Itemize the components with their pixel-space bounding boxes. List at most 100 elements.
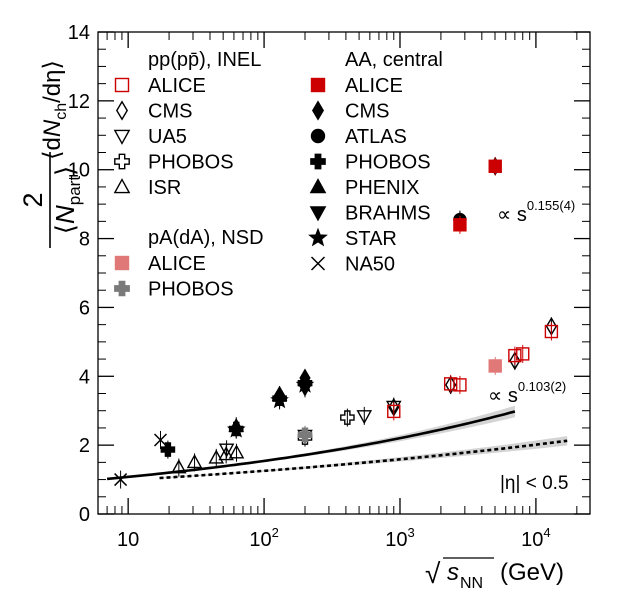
legend-header-aa: AA, central (345, 49, 443, 71)
x-tick-label: 102 (249, 525, 278, 551)
legend-entry-pp-phobos: PHOBOS (114, 152, 234, 174)
marker-x-stroke (310, 256, 326, 271)
x-tick-label: 104 (521, 525, 550, 551)
fit-curves (106, 410, 568, 481)
marker-triangle-down (218, 443, 235, 458)
data-point (160, 440, 176, 459)
marker-cross (114, 280, 130, 297)
marker-cross (160, 442, 176, 457)
data-point (226, 419, 246, 439)
fit-aa-annotation: ∝ s0.155(4) (497, 198, 575, 226)
x-title-unit: (GeV) (500, 559, 564, 586)
x-title-s: s (447, 559, 459, 586)
marker-triangle-down (309, 206, 327, 222)
marker-star (308, 227, 328, 247)
marker-triangle-up (218, 446, 234, 461)
data-point (516, 344, 530, 363)
legend-label: CMS (148, 101, 192, 123)
legend-entry-aa-phobos: PHOBOS (310, 152, 431, 174)
legend-label: BRAHMS (345, 203, 431, 225)
marker-triangle-down (113, 129, 131, 145)
data-point (453, 375, 467, 394)
marker-square (310, 77, 326, 93)
legend-label: PHOBOS (148, 279, 234, 301)
data-point (488, 356, 502, 375)
marker-square (387, 404, 401, 419)
marker-square (516, 347, 530, 361)
eta-annotation: |η| < 0.5 (500, 473, 569, 494)
legend-entry-pp-cms: CMS (115, 100, 192, 123)
data-point (544, 322, 559, 341)
legend-items: ALICE CMS UA5 PHOBOS ISR ALICE PHOBOS ALICE CMS A… (113, 75, 431, 301)
x-title-nn: NN (460, 575, 483, 592)
y-tick-label: 0 (79, 504, 90, 526)
data-point (171, 458, 187, 477)
data-point (508, 346, 522, 365)
marker-diamond (115, 100, 129, 121)
marker-triangle-up (309, 178, 327, 194)
legend-entry-pp-isr: ISR (113, 177, 181, 199)
marker-star (226, 419, 246, 438)
marker-square (488, 159, 502, 173)
x-title-sqrt: √ (425, 558, 441, 589)
marker-circle (310, 128, 326, 144)
fit-pp-annotation: ∝ s0.103(2) (488, 379, 566, 407)
data-point (114, 470, 128, 489)
legend-entry-aa-alice: ALICE (310, 75, 403, 97)
marker-square (114, 255, 130, 271)
data-point (340, 408, 355, 427)
legend-entry-aa-na50: NA50 (310, 254, 395, 276)
marker-square (114, 77, 130, 93)
y-axis-title: 2 ⟨Npart⟩ ⟨dNch/dη⟩ (18, 60, 84, 248)
marker-triangle-up (208, 449, 225, 464)
legend-entry-aa-phenix: PHENIX (309, 177, 419, 199)
data-point (228, 443, 245, 462)
marker-triangle-up (171, 459, 187, 474)
legend-label: PHENIX (345, 177, 419, 199)
marker-square (443, 377, 458, 391)
data-point (208, 448, 225, 467)
marker-diamond (311, 100, 325, 121)
legend-header-pA: pA(dA), NSD (148, 227, 264, 249)
x-tick-label: 10 (117, 529, 139, 551)
y-tick-label: 4 (79, 366, 90, 388)
data-point (488, 157, 502, 176)
marker-triangle-up (228, 444, 245, 459)
data-point (153, 430, 168, 449)
data-point (453, 215, 467, 234)
x-axis-title: √ s NN (GeV) (425, 557, 564, 592)
marker-square (453, 378, 467, 392)
legend-entry-pa-phobos: PHOBOS (114, 279, 234, 301)
legend-label: ISR (148, 177, 181, 199)
data-points (114, 156, 559, 489)
y-tick-label: 10 (68, 160, 90, 182)
data-point (356, 406, 373, 425)
marker-diamond (273, 385, 286, 405)
marker-x-stroke (114, 473, 128, 487)
legend-label: UA5 (148, 126, 187, 148)
marker-square (488, 359, 502, 373)
legend-label: STAR (345, 228, 397, 250)
legend-entry-aa-cms: CMS (311, 100, 389, 123)
fit-curve-pp (159, 439, 568, 480)
legend-label: NA50 (345, 254, 395, 276)
data-point (218, 440, 235, 459)
legend-entry-aa-brahms: BRAHMS (309, 203, 431, 225)
legend-label: ALICE (345, 75, 403, 97)
y-title-two: 2 (18, 192, 48, 207)
y-tick-label: 12 (68, 91, 90, 113)
legend-header-pp: pp(pp̄), INEL (148, 49, 261, 71)
legend-label: ALICE (148, 253, 206, 275)
marker-triangle-up (186, 454, 203, 469)
legend-label: ALICE (148, 75, 206, 97)
legend-label: PHOBOS (345, 152, 431, 174)
y-tick-label: 14 (68, 22, 90, 44)
legend-label: ATLAS (345, 126, 407, 148)
marker-x-cross (153, 433, 168, 447)
legend-entry-pp-ua5: UA5 (113, 126, 187, 148)
marker-x-cross (114, 473, 128, 487)
data-point (273, 385, 286, 405)
marker-cross (297, 427, 313, 443)
legend-label: PHOBOS (148, 152, 234, 174)
